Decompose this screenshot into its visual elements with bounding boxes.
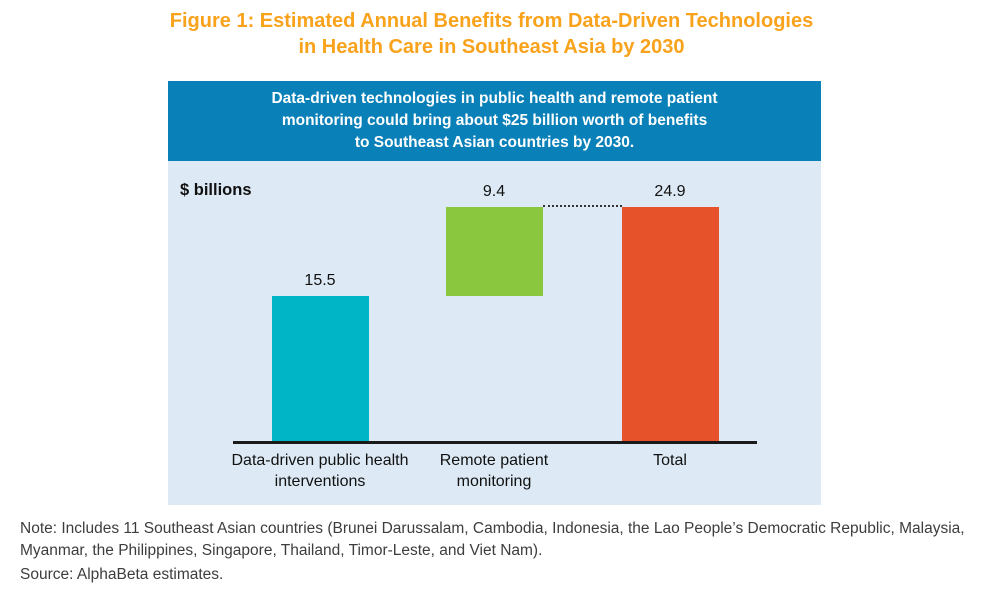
- category-label-total: Total: [653, 452, 687, 469]
- banner-line-2: monitoring could bring about $25 billion…: [281, 112, 708, 129]
- bar-remote-patient-monitoring: [445, 206, 543, 297]
- figure-title-line-2: in Health Care in Southeast Asia by 2030: [298, 36, 685, 58]
- source-text: Source: AlphaBeta estimates.: [20, 566, 224, 583]
- y-axis-unit-label: $ billions: [180, 181, 252, 199]
- x-axis-line: [233, 441, 757, 444]
- note-text: Note: Includes 11 Southeast Asian countr…: [20, 520, 965, 560]
- banner-line-3: to Southeast Asian countries by 2030.: [354, 134, 635, 151]
- value-label-total: 24.9: [654, 182, 686, 200]
- bar-public-health-interventions: [271, 296, 369, 443]
- connector-line: [542, 204, 622, 207]
- chart-panel: Data-driven technologies in public healt…: [168, 81, 821, 505]
- figure-title-line-1: Figure 1: Estimated Annual Benefits from…: [169, 10, 814, 32]
- banner-line-1: Data-driven technologies in public healt…: [271, 90, 718, 107]
- figure-title: Figure 1: Estimated Annual Benefits from…: [0, 8, 983, 60]
- value-label-remote-monitoring: 9.4: [482, 182, 506, 200]
- value-label-public-health: 15.5: [304, 272, 336, 290]
- bar-total: [621, 206, 719, 443]
- category-label-public-health: Data-driven public health interventions: [231, 452, 409, 490]
- chart-headline-banner: Data-driven technologies in public healt…: [168, 81, 821, 161]
- category-label-remote-monitoring: Remote patient monitoring: [439, 452, 549, 490]
- plot-area: $ billions 15.5 9.4 24.9 Data-driven pub…: [168, 161, 821, 505]
